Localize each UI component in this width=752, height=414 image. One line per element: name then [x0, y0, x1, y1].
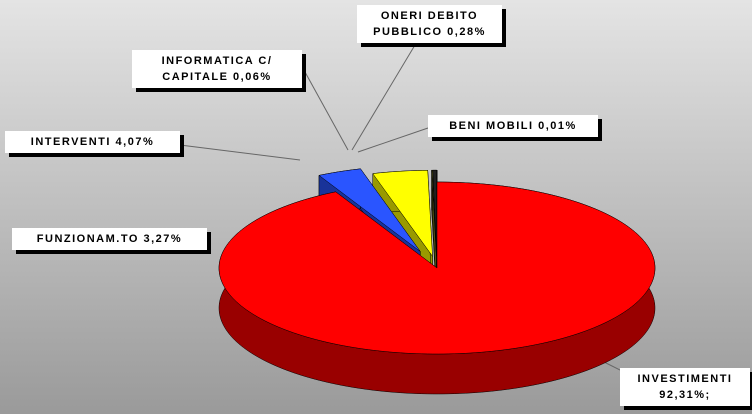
value-label: 92,31%; [659, 389, 711, 401]
category-label: INVESTIMENTI [637, 373, 733, 385]
value-label: 0,01% [538, 120, 577, 132]
slice-label: BENI MOBILI 0,01% [428, 115, 598, 137]
slice-label: FUNZIONAM.TO 3,27% [12, 228, 207, 250]
slice-top [372, 170, 433, 258]
slice-label: ONERI DEBITO PUBBLICO 0,28% [357, 5, 502, 43]
slice-top [432, 169, 437, 257]
slice [218, 181, 656, 395]
slice-top [431, 169, 437, 257]
value-label: 0,06% [233, 71, 272, 83]
category-label: INTERVENTI [30, 136, 111, 148]
value-label: 4,07% [115, 136, 155, 148]
category-label: BENI MOBILI [449, 120, 534, 132]
slice-label: INFORMATICA C/ CAPITALE 0,06% [132, 50, 302, 88]
value-label: 3,27% [143, 233, 183, 245]
category-label: ONERI DEBITO PUBBLICO [373, 10, 479, 38]
slice-top [318, 168, 421, 252]
slice [431, 169, 437, 297]
category-label: INFORMATICA C/ CAPITALE [161, 55, 273, 83]
slice-top [218, 181, 656, 355]
slice-label: INVESTIMENTI 92,31%; [620, 368, 750, 406]
value-label: 0,28% [447, 26, 486, 38]
category-label: FUNZIONAM.TO [36, 233, 139, 245]
slice-label: INTERVENTI 4,07% [5, 131, 180, 153]
